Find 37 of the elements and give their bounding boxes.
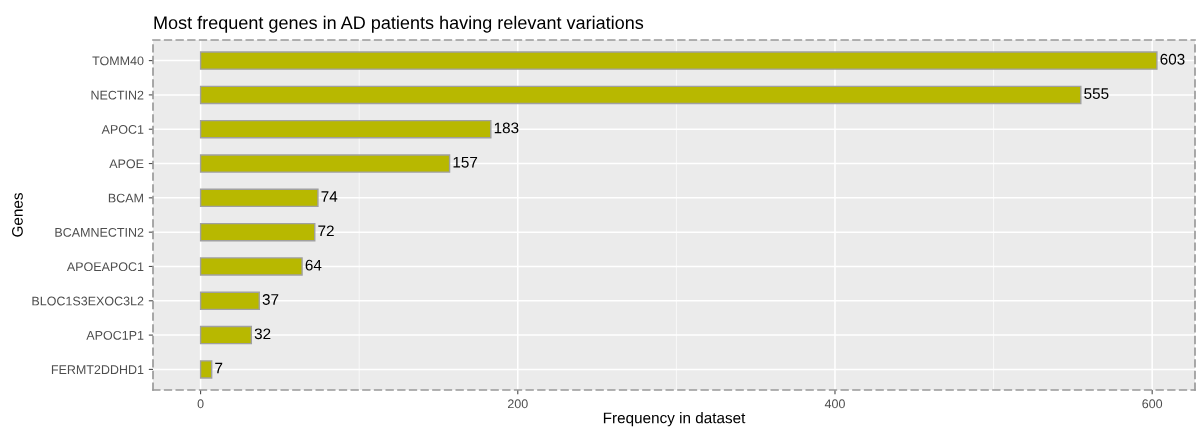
bar	[199, 188, 319, 208]
data-label: 603	[1160, 53, 1185, 65]
y-tick-label: APOEAPOC1	[66, 262, 144, 272]
data-label: 72	[318, 225, 334, 237]
bar	[199, 360, 213, 379]
x-tick-label: 400	[824, 399, 845, 409]
data-label: 32	[254, 328, 271, 340]
data-label: 183	[494, 122, 519, 134]
y-tick-label: APOC1	[101, 125, 144, 134]
x-tick-label: 0	[197, 399, 204, 409]
bar	[199, 119, 492, 139]
data-label: 74	[321, 191, 338, 202]
bar	[199, 291, 260, 311]
data-label: 7	[215, 362, 223, 374]
bar	[199, 325, 253, 345]
y-tick-label: NECTIN2	[91, 90, 144, 100]
x-tick-label: 200	[507, 399, 528, 409]
y-axis-title: Genes	[12, 193, 23, 237]
bar	[199, 85, 1082, 105]
x-tick-label: 600	[1142, 399, 1163, 409]
data-label: 555	[1084, 88, 1109, 99]
y-tick-label: BCAMNECTIN2	[55, 227, 144, 237]
data-label: 37	[262, 294, 279, 305]
y-tick-label: FERMT2DDHD1	[51, 365, 144, 374]
bar	[199, 257, 303, 276]
bar	[199, 154, 451, 173]
y-tick-label: BLOC1S3EXOC3L2	[32, 296, 144, 306]
data-label: 64	[305, 259, 322, 271]
bar	[199, 51, 1158, 70]
x-axis-title: Frequency in dataset	[603, 412, 746, 427]
chart-title: Most frequent genes in AD patients having relevant variations	[154, 15, 644, 33]
bar	[199, 222, 316, 242]
y-tick-label: BCAM	[108, 193, 143, 203]
y-tick-label: APOC1P1	[86, 330, 144, 340]
y-tick-label: TOMM40	[92, 56, 144, 66]
data-label: 157	[453, 156, 478, 168]
y-tick-label: APOE	[109, 159, 144, 169]
